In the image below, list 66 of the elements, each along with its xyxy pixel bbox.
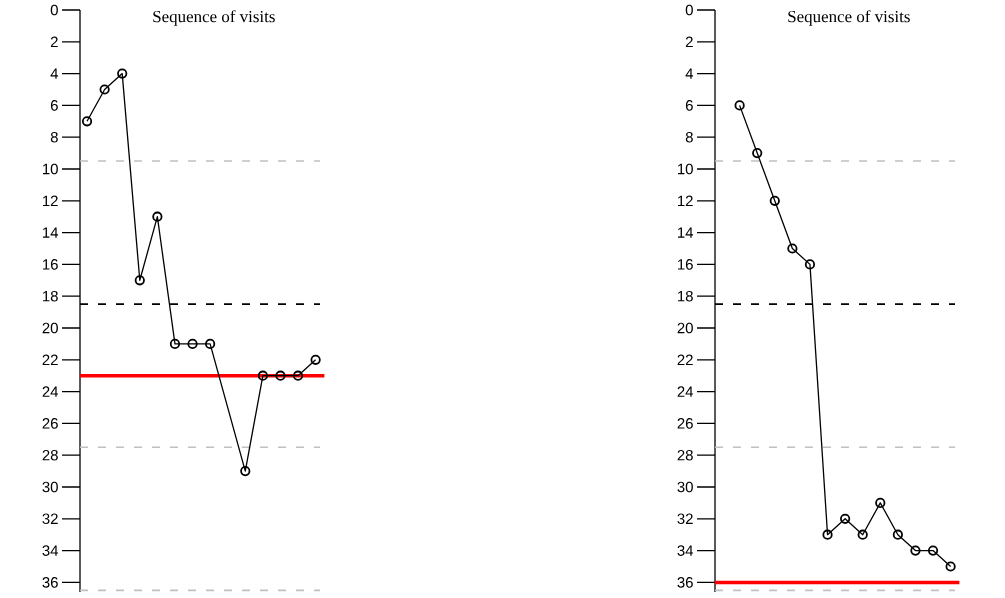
- point: [275, 370, 286, 381]
- y-tick-label: 16: [43, 259, 58, 270]
- point: [99, 84, 110, 95]
- y-tick-label: 4: [50, 68, 59, 79]
- point: [945, 561, 956, 572]
- y-tick-label: 8: [50, 131, 58, 143]
- chart-title: Sequence of visits: [788, 10, 910, 26]
- y-tick-label: 26: [677, 418, 693, 429]
- y-tick-label: 10: [43, 163, 58, 175]
- point: [205, 338, 216, 349]
- point: [310, 354, 321, 365]
- y-tick-label: 22: [677, 354, 693, 366]
- point: [734, 100, 745, 111]
- point: [257, 370, 268, 381]
- y-tick-label: 8: [685, 131, 693, 143]
- y-tick-label: 10: [678, 163, 693, 175]
- y-tick-label: 4: [685, 68, 694, 79]
- y-tick-label: 0: [685, 4, 693, 16]
- y-tick-label: 28: [42, 449, 58, 461]
- y-tick-label: 0: [50, 4, 58, 16]
- y-tick-label: 20: [677, 322, 693, 334]
- y-tick-label: 28: [677, 449, 693, 461]
- point: [892, 529, 903, 540]
- point: [240, 465, 251, 477]
- point: [769, 195, 780, 206]
- point: [169, 338, 181, 349]
- point: [81, 116, 93, 127]
- y-tick-label: 12: [678, 195, 693, 207]
- point: [840, 513, 851, 524]
- chart-title: Sequence of visits: [153, 10, 275, 26]
- y-tick-label: 36: [42, 577, 58, 588]
- y-tick-label: 26: [42, 418, 58, 429]
- point: [787, 243, 798, 254]
- point: [875, 497, 886, 508]
- y-tick-label: 24: [42, 386, 59, 397]
- y-tick-label: 22: [42, 354, 58, 366]
- point: [804, 259, 816, 270]
- point: [152, 211, 163, 222]
- y-tick-label: 20: [42, 322, 58, 334]
- y-tick-label: 36: [677, 577, 693, 588]
- y-tick-label: 2: [685, 36, 693, 48]
- y-tick-label: 30: [677, 481, 693, 493]
- point: [927, 545, 939, 556]
- y-tick-label: 2: [50, 36, 58, 48]
- point: [134, 275, 145, 286]
- y-tick-label: 14: [678, 227, 694, 238]
- point: [292, 370, 304, 381]
- y-tick-label: 14: [43, 227, 59, 238]
- y-tick-label: 24: [677, 386, 694, 397]
- y-tick-label: 18: [43, 290, 58, 302]
- y-tick-label: 32: [42, 513, 58, 525]
- y-tick-label: 18: [678, 290, 693, 302]
- y-tick-label: 32: [677, 513, 693, 525]
- point: [822, 529, 833, 540]
- y-tick-label: 12: [43, 195, 58, 207]
- point: [187, 338, 198, 349]
- y-tick-label: 34: [677, 545, 694, 556]
- y-tick-label: 6: [50, 100, 58, 111]
- point: [752, 147, 763, 159]
- point: [857, 529, 868, 540]
- point: [910, 545, 921, 556]
- y-tick-label: 16: [678, 259, 693, 270]
- y-tick-label: 34: [42, 545, 59, 556]
- y-tick-label: 6: [685, 100, 693, 111]
- y-tick-label: 30: [42, 481, 58, 493]
- point: [117, 68, 128, 79]
